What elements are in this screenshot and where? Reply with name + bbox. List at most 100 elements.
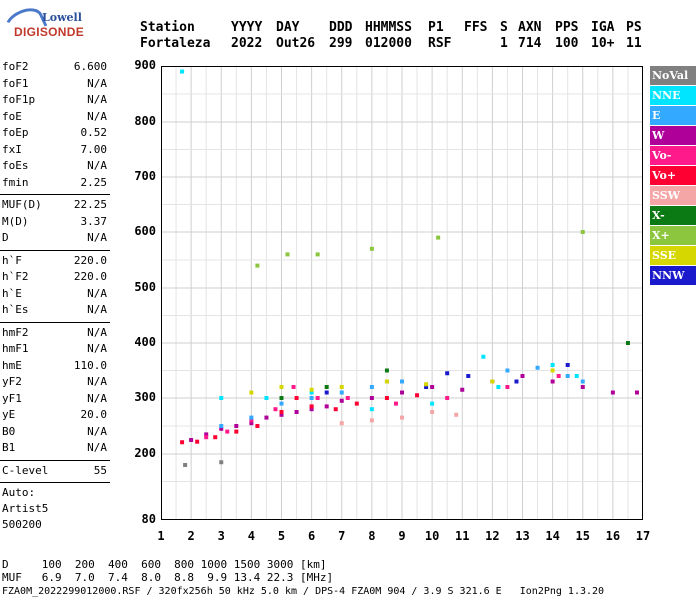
param-value: N/A (87, 325, 107, 339)
data-point (505, 385, 510, 389)
data-point (466, 374, 471, 378)
data-point (424, 385, 429, 389)
data-point (339, 390, 344, 395)
legend-item: SSE (650, 246, 696, 265)
param-label: foEs (2, 159, 29, 172)
y-tick-label: 900 (134, 58, 156, 72)
header-label-iga: IGA (591, 20, 615, 35)
param-row: h`E N/A (0, 287, 110, 304)
legend-item: SSW (650, 186, 696, 205)
x-tick-label: 8 (368, 529, 376, 543)
data-point (496, 385, 501, 389)
param-value: 55 (93, 463, 107, 477)
param-label: C-level (2, 463, 49, 477)
data-point (369, 418, 374, 423)
param-label: yF1 (2, 391, 22, 405)
data-point (565, 363, 570, 367)
param-label: D (2, 231, 9, 244)
param-value: 110.0 (73, 358, 107, 372)
data-point (580, 385, 585, 389)
param-divider (0, 249, 110, 251)
data-point (315, 396, 320, 400)
header-label-hhmmss: HHMMSS (365, 20, 412, 35)
param-value: N/A (87, 391, 107, 405)
data-point (249, 418, 254, 423)
x-tick-label: 15 (575, 529, 590, 543)
param-value: 7.00 (80, 142, 108, 156)
legend-item: Vo- (650, 146, 696, 165)
param-row: foF1p N/A (0, 93, 110, 110)
x-tick-label: 9 (398, 529, 406, 543)
ionogram-svg (161, 66, 643, 520)
data-point (610, 390, 615, 395)
header-label-axn: AXN (518, 20, 542, 35)
plot-frame (161, 66, 643, 520)
x-tick-label: 1 (157, 529, 165, 543)
data-point (550, 363, 555, 367)
data-point (195, 439, 200, 444)
data-point (285, 252, 290, 257)
data-point (339, 398, 344, 403)
param-row: hmF1 N/A (0, 342, 110, 359)
param-value: 0.52 (80, 126, 108, 139)
data-point (219, 396, 224, 400)
header-label-station: Station (140, 20, 195, 35)
param-label: h`Es (2, 303, 29, 316)
param-row: h`F2 220.0 (0, 270, 110, 287)
param-row: B1 N/A (0, 441, 110, 458)
param-divider (0, 459, 110, 461)
param-label: M(D) (2, 214, 29, 228)
param-value: 2.25 (80, 175, 108, 189)
param-row: hmF2 N/A (0, 326, 110, 343)
param-row: M(D) 3.37 (0, 215, 110, 232)
data-point (309, 407, 314, 412)
data-point (384, 379, 389, 384)
param-row: fmin 2.25 (0, 176, 110, 193)
param-label: hmF2 (2, 325, 29, 339)
param-row: yF1 N/A (0, 392, 110, 409)
y-tick-label: 80 (141, 512, 156, 526)
data-point (183, 463, 188, 467)
header-value-ps: 11 (626, 36, 642, 51)
data-point (354, 401, 359, 406)
header-value-ddd: 299 (329, 36, 353, 51)
data-point (213, 435, 218, 440)
param-value: N/A (87, 342, 107, 355)
legend: NoVal NNE E W Vo- Vo+ SSW X- X+ SSE NNW (650, 66, 696, 286)
param-label: yE (2, 408, 16, 421)
data-point (430, 385, 435, 389)
data-point (333, 407, 338, 412)
x-tick-label: 11 (455, 529, 470, 543)
data-point (400, 390, 404, 395)
muf-row: MUF 6.9 7.0 7.4 8.0 8.8 9.9 13.4 22.3 [M… (2, 571, 334, 584)
data-point (384, 396, 389, 400)
data-point (309, 396, 314, 400)
param-row: D N/A (0, 231, 110, 248)
header-value-axn: 714 (518, 36, 542, 51)
data-point (249, 421, 254, 426)
data-point (279, 385, 284, 389)
data-point (454, 412, 459, 417)
param-divider (0, 194, 110, 195)
y-tick-label: 300 (134, 390, 156, 404)
param-label: fmin (2, 175, 29, 189)
param-row: foEs N/A (0, 159, 110, 176)
data-point (180, 440, 185, 445)
y-tick-label: 800 (134, 114, 156, 128)
data-point (249, 415, 254, 420)
data-point (505, 368, 510, 373)
data-point (219, 426, 224, 431)
param-value: 20.0 (80, 408, 108, 421)
legend-item: W (650, 126, 696, 145)
param-value: N/A (87, 303, 107, 316)
param-label: MUF(D) (2, 198, 42, 211)
data-point (634, 390, 639, 395)
data-point (255, 263, 260, 268)
data-point (445, 396, 450, 400)
y-tick-label: 200 (134, 446, 156, 460)
data-point (324, 404, 329, 409)
data-point (490, 379, 495, 384)
x-tick-label: 5 (277, 529, 286, 543)
param-value: N/A (87, 231, 107, 244)
header-value-day: Out26 (276, 36, 316, 51)
